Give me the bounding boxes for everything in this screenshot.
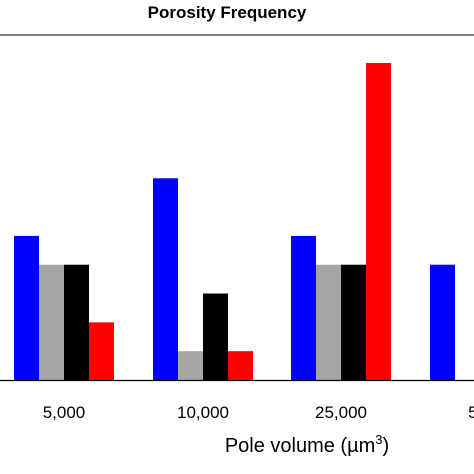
bar-1-1 (178, 351, 203, 380)
x-axis-label-text: Pole volume (µm (225, 435, 375, 457)
x-tick-label: 5,000 (43, 403, 86, 422)
x-axis-label-superscript: 3 (375, 432, 382, 447)
x-tick-label: 10,000 (177, 403, 229, 422)
bar-0-3 (89, 322, 114, 380)
bar-2-3 (366, 63, 391, 380)
bar-0-0 (14, 235, 39, 380)
bars-group (14, 63, 455, 380)
bar-1-0 (153, 178, 178, 380)
chart-title: Porosity Frequency (148, 3, 307, 22)
x-axis-label-close: ) (383, 435, 390, 457)
x-tick-labels: 5,000 10,000 25,000 50, (43, 403, 474, 422)
x-tick-label: 50, (468, 403, 474, 422)
bar-1-2 (203, 293, 228, 380)
bar-0-2 (64, 264, 89, 380)
bar-3-0 (430, 264, 455, 380)
bar-2-1 (316, 264, 341, 380)
x-tick-label: 25,000 (315, 403, 367, 422)
bar-2-0 (291, 235, 316, 380)
bar-2-2 (341, 264, 366, 380)
x-axis-label: Pole volume (µm3) (225, 432, 389, 457)
bar-1-3 (228, 351, 253, 380)
bar-0-1 (39, 264, 64, 380)
